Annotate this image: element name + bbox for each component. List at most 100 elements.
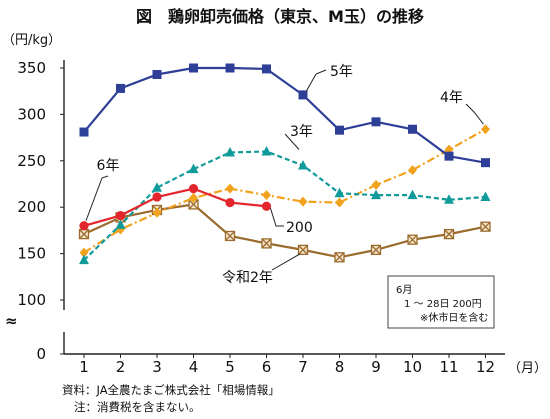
- data-point: [115, 210, 126, 221]
- series-label-4: 4年: [440, 90, 463, 106]
- series-令和2年: [78, 199, 491, 263]
- data-point: [189, 192, 198, 203]
- data-point: [298, 196, 308, 207]
- data-point: [188, 184, 199, 194]
- data-point: [79, 254, 89, 265]
- data-point: [79, 127, 89, 137]
- data-point: [298, 90, 308, 100]
- series-line: [83, 187, 267, 227]
- data-point: [481, 158, 490, 168]
- y-tick-label: 300: [17, 105, 46, 123]
- data-point: [371, 117, 381, 127]
- series-label-5: 5年: [330, 64, 353, 80]
- leader-4: [465, 103, 484, 125]
- x-tick-label: 11: [439, 358, 458, 376]
- data-point: [480, 191, 491, 201]
- x-tick-label: 5: [225, 358, 235, 376]
- x-tick-label: 8: [335, 358, 345, 376]
- data-point: [298, 159, 308, 170]
- data-point: [152, 69, 162, 79]
- x-tick-label: 3: [152, 358, 162, 376]
- leader-reiwa2: [271, 253, 301, 271]
- x-tick-label: 2: [116, 358, 126, 376]
- data-point: [335, 197, 344, 208]
- data-point: [443, 228, 455, 240]
- x-tick-label: 4: [189, 358, 199, 376]
- y-axis-unit: （円/kg）: [2, 33, 61, 48]
- x-tick-label: 9: [371, 358, 381, 376]
- data-point: [371, 189, 381, 200]
- data-point: [115, 219, 126, 229]
- data-point: [408, 165, 417, 176]
- note-box: 6月 1 〜 28日 200円 ※休市日を含む: [387, 275, 495, 329]
- data-point: [225, 183, 235, 194]
- footnote-source: 資料：JA全農たまご株式会社「相場情報」: [62, 383, 280, 397]
- x-tick-label: 6: [262, 358, 272, 376]
- annotation-200: 200: [286, 220, 313, 236]
- series-layer: [78, 63, 491, 265]
- series-line: [83, 66, 486, 164]
- note-line-2: 1 〜 28日 200円: [404, 299, 482, 310]
- data-point: [261, 201, 272, 211]
- x-axis-unit: （月）: [508, 361, 547, 376]
- note-line-1: 6月: [396, 284, 412, 296]
- y-tick-label: 200: [17, 198, 46, 216]
- series-label-6: 6年: [97, 158, 120, 174]
- data-point: [189, 63, 198, 73]
- leader-5: [305, 69, 327, 93]
- data-point: [481, 124, 490, 135]
- leader-3: [284, 133, 300, 150]
- data-point: [224, 230, 236, 242]
- note-frame: [387, 275, 495, 329]
- data-point: [225, 63, 235, 73]
- data-point: [444, 151, 454, 161]
- series-5年: [79, 63, 490, 168]
- data-point: [371, 179, 381, 190]
- y-tick-label: 100: [17, 291, 46, 309]
- data-point: [152, 207, 162, 218]
- data-point: [444, 194, 454, 204]
- axis-break-mark: ≈: [5, 312, 18, 330]
- data-point: [261, 238, 272, 249]
- leader-6: [85, 175, 109, 221]
- series-line: [83, 203, 486, 259]
- data-point: [407, 189, 418, 200]
- y-tick-label: 350: [17, 59, 46, 77]
- x-tick-label: 10: [403, 358, 422, 376]
- data-point: [262, 64, 271, 74]
- y-tick-label: 150: [17, 245, 46, 263]
- data-point: [152, 192, 162, 202]
- note-line-3: ※休市日を含む: [420, 311, 488, 324]
- x-tick-label: 12: [476, 358, 495, 376]
- footnote-note: 注：消費税を含まない。: [74, 400, 201, 414]
- y-tick-label: 250: [17, 152, 46, 170]
- data-point: [480, 221, 491, 232]
- data-point: [152, 182, 162, 192]
- data-point: [262, 190, 271, 201]
- series-line: [83, 150, 486, 261]
- data-point: [79, 221, 89, 231]
- data-point: [78, 228, 90, 240]
- data-point: [335, 125, 344, 135]
- data-point: [116, 83, 125, 93]
- data-point: [79, 247, 89, 258]
- data-point: [188, 163, 199, 174]
- series-label-reiwa2: 令和2年: [222, 270, 273, 286]
- series-label-3: 3年: [290, 124, 313, 140]
- data-point: [370, 244, 382, 256]
- data-point: [407, 234, 418, 245]
- chart-title: 図 鶏卵卸売価格（東京、M玉）の推移: [136, 7, 424, 26]
- data-point: [408, 124, 417, 134]
- series-6年: [79, 184, 272, 231]
- series-3年: [79, 146, 491, 265]
- series-line: [83, 128, 487, 254]
- x-tick-label: 7: [298, 358, 308, 376]
- data-point: [261, 146, 272, 156]
- data-point: [297, 244, 309, 256]
- data-point: [225, 146, 235, 157]
- y-tick-label: 0: [36, 345, 46, 363]
- series-4年: [79, 124, 490, 258]
